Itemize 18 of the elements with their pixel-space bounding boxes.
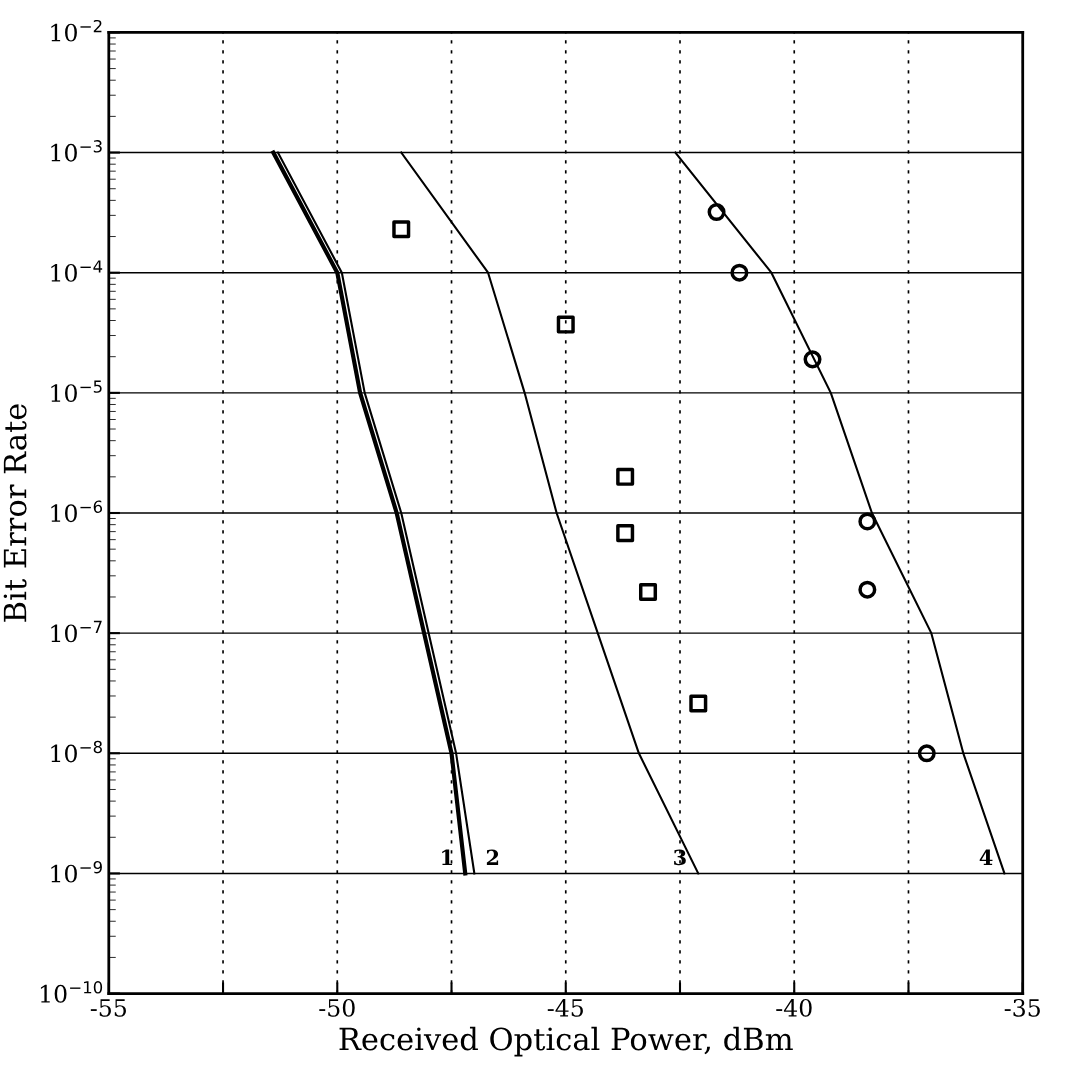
series-label: 1: [442, 849, 453, 865]
y-tick-label: 10$^{−6}$: [51, 500, 103, 523]
y-tick-label: 10$^{−8}$: [51, 740, 102, 763]
x-tick-label: -35: [1004, 998, 1040, 1017]
series-label: 3: [674, 849, 686, 866]
y-tick-label: 10$^{−7}$: [51, 620, 102, 643]
y-tick-label: 10$^{−4}$: [51, 260, 103, 282]
x-tick-label: -50: [319, 998, 355, 1017]
y-tick-label: 10$^{−5}$: [51, 380, 102, 402]
y-tick-label: 10$^{−9}$: [51, 860, 102, 883]
y-tick-label: 10$^{−3}$: [51, 140, 102, 162]
series-label: 2: [486, 849, 499, 865]
x-tick-label: -45: [547, 998, 583, 1017]
x-axis-title: Received Optical Power, dBm: [339, 1026, 793, 1057]
y-axis-title: Bit Error Rate: [3, 404, 27, 622]
x-tick-label: -40: [776, 998, 812, 1017]
y-tick-label: 10$^{−2}$: [51, 19, 102, 42]
series-label: 4: [979, 849, 993, 865]
